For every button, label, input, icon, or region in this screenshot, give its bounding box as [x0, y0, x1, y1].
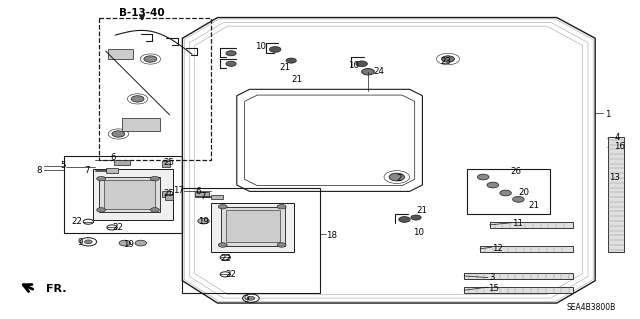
- Circle shape: [150, 208, 159, 212]
- Circle shape: [218, 204, 227, 209]
- Text: 25: 25: [163, 189, 174, 198]
- Circle shape: [247, 296, 255, 300]
- Text: 24: 24: [373, 67, 384, 76]
- Text: SEA4B3800B: SEA4B3800B: [566, 303, 616, 312]
- Text: 17: 17: [173, 186, 184, 195]
- Text: 10: 10: [255, 42, 266, 51]
- Text: 13: 13: [609, 173, 620, 182]
- Circle shape: [218, 243, 227, 247]
- Text: 9: 9: [243, 295, 248, 304]
- Text: 22: 22: [71, 217, 82, 226]
- Text: 18: 18: [326, 231, 337, 240]
- Bar: [226, 210, 280, 242]
- Bar: [165, 194, 173, 200]
- Text: FR.: FR.: [46, 284, 67, 294]
- Bar: [93, 169, 173, 220]
- Circle shape: [131, 96, 144, 102]
- Text: 4: 4: [614, 133, 620, 142]
- Text: 6: 6: [195, 187, 201, 196]
- Text: 7: 7: [84, 166, 90, 175]
- Circle shape: [198, 218, 209, 224]
- Text: 1: 1: [605, 110, 611, 119]
- Circle shape: [226, 61, 236, 66]
- Bar: [104, 180, 155, 209]
- Text: 21: 21: [280, 63, 291, 72]
- Bar: [490, 222, 573, 228]
- Text: 6: 6: [110, 153, 116, 162]
- Circle shape: [411, 215, 421, 220]
- Text: 19: 19: [198, 217, 209, 226]
- Text: 10: 10: [413, 228, 424, 237]
- Bar: [464, 273, 573, 279]
- Text: 23: 23: [440, 57, 451, 66]
- Text: 5: 5: [60, 161, 66, 170]
- Bar: [211, 195, 223, 199]
- Circle shape: [487, 182, 499, 188]
- Circle shape: [277, 204, 286, 209]
- Text: 16: 16: [614, 142, 625, 151]
- Circle shape: [144, 56, 157, 62]
- Bar: [99, 177, 160, 212]
- Bar: [211, 203, 294, 252]
- Text: 25: 25: [163, 158, 174, 167]
- Text: 2: 2: [397, 174, 403, 183]
- Bar: [162, 191, 170, 197]
- Circle shape: [477, 174, 489, 180]
- Text: 8: 8: [36, 166, 42, 175]
- Text: 11: 11: [512, 219, 523, 228]
- Circle shape: [150, 176, 159, 181]
- Circle shape: [356, 61, 367, 67]
- Text: B-13-40: B-13-40: [119, 8, 165, 18]
- Bar: [106, 168, 118, 173]
- Circle shape: [286, 58, 296, 63]
- Circle shape: [362, 69, 374, 75]
- Bar: [480, 246, 573, 252]
- Circle shape: [226, 51, 236, 56]
- Bar: [608, 137, 624, 252]
- Circle shape: [399, 217, 410, 222]
- Circle shape: [112, 131, 125, 137]
- Text: 21: 21: [528, 201, 539, 210]
- Bar: [122, 118, 160, 131]
- Bar: [221, 207, 285, 246]
- Circle shape: [135, 240, 147, 246]
- Text: 26: 26: [511, 167, 522, 176]
- Bar: [182, 188, 320, 293]
- Circle shape: [442, 56, 454, 62]
- Text: 12: 12: [492, 244, 502, 253]
- Text: 21: 21: [416, 206, 427, 215]
- Text: 22: 22: [225, 270, 236, 279]
- Circle shape: [97, 208, 106, 212]
- Circle shape: [97, 176, 106, 181]
- Bar: [114, 160, 130, 165]
- Text: 7: 7: [200, 192, 206, 201]
- Bar: [464, 287, 573, 293]
- Text: 15: 15: [488, 284, 499, 293]
- Bar: [195, 192, 209, 197]
- Bar: [162, 161, 170, 167]
- Circle shape: [389, 173, 404, 181]
- Circle shape: [119, 240, 131, 246]
- Circle shape: [84, 240, 92, 244]
- Text: 3: 3: [490, 273, 495, 282]
- Bar: [99, 18, 211, 160]
- Text: 9: 9: [78, 238, 83, 247]
- Bar: [467, 169, 550, 214]
- Text: 19: 19: [123, 240, 134, 249]
- Circle shape: [500, 190, 511, 196]
- Text: 21: 21: [291, 75, 302, 84]
- Text: 10: 10: [348, 61, 358, 70]
- Bar: [64, 156, 182, 233]
- Text: 22: 22: [221, 254, 232, 263]
- Text: 20: 20: [518, 188, 529, 197]
- Circle shape: [269, 47, 281, 52]
- Circle shape: [277, 243, 286, 247]
- Text: 22: 22: [112, 223, 123, 232]
- Circle shape: [513, 197, 524, 202]
- Bar: [108, 49, 133, 59]
